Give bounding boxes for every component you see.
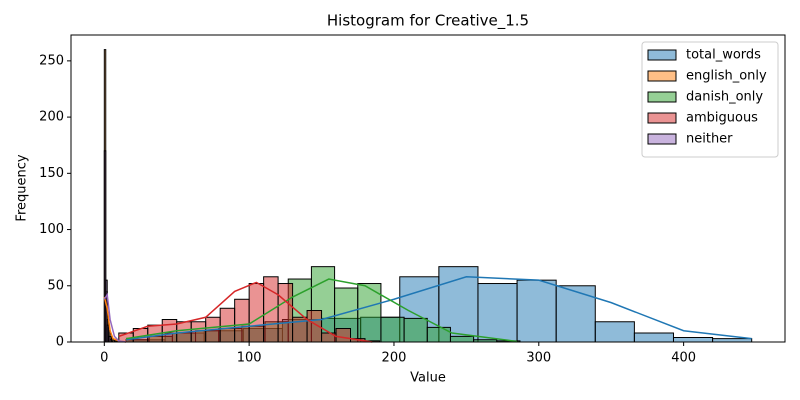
hist-bar xyxy=(633,332,674,343)
hist-bar xyxy=(594,321,635,343)
hist-bar xyxy=(335,328,352,343)
kde-line xyxy=(125,276,752,341)
chart-title: Histogram for Creative_1.5 xyxy=(327,12,529,31)
hist-bar xyxy=(672,337,714,343)
hist-bar xyxy=(712,338,753,343)
hist-bar xyxy=(263,276,279,343)
y-tick-label: 200 xyxy=(39,110,64,125)
legend-label: danish_only xyxy=(686,90,763,105)
hist-bar xyxy=(403,317,428,343)
y-tick-label: 150 xyxy=(39,166,64,181)
kde-line xyxy=(118,281,373,343)
y-tick-label: 250 xyxy=(39,53,64,68)
legend-swatch xyxy=(647,133,677,145)
hist-bar xyxy=(277,283,294,343)
legend-label: ambiguous xyxy=(686,111,758,126)
plot-frame xyxy=(70,34,786,343)
y-tick-label: 100 xyxy=(39,222,64,237)
legend-swatch xyxy=(647,49,677,61)
hist-bar xyxy=(477,283,518,343)
x-tick-label: 400 xyxy=(671,351,696,366)
legend-swatch xyxy=(647,112,677,124)
x-tick-label: 200 xyxy=(382,351,407,366)
x-axis-label: Value xyxy=(410,371,446,386)
plot-area xyxy=(103,49,753,343)
hist-bar xyxy=(516,279,557,343)
x-tick-label: 300 xyxy=(526,351,551,366)
y-tick-label: 50 xyxy=(47,278,64,293)
kde-line xyxy=(125,278,518,343)
y-axis-label: Frequency xyxy=(15,154,30,221)
hist-bar xyxy=(426,326,451,343)
legend-label: total_words xyxy=(686,48,761,63)
legend-label: neither xyxy=(686,132,733,147)
kde-line xyxy=(103,292,127,343)
hist-bar xyxy=(555,285,596,343)
x-tick-label: 100 xyxy=(237,351,262,366)
x-tick-label: 0 xyxy=(100,351,108,366)
legend-swatch xyxy=(647,70,677,82)
hist-bar xyxy=(234,298,250,343)
legend-swatch xyxy=(647,91,677,103)
hist-bar xyxy=(449,335,475,343)
y-tick-label: 0 xyxy=(56,335,64,350)
hist-bar xyxy=(380,316,405,343)
hist-bar xyxy=(248,283,265,343)
legend-label: english_only xyxy=(686,69,767,84)
